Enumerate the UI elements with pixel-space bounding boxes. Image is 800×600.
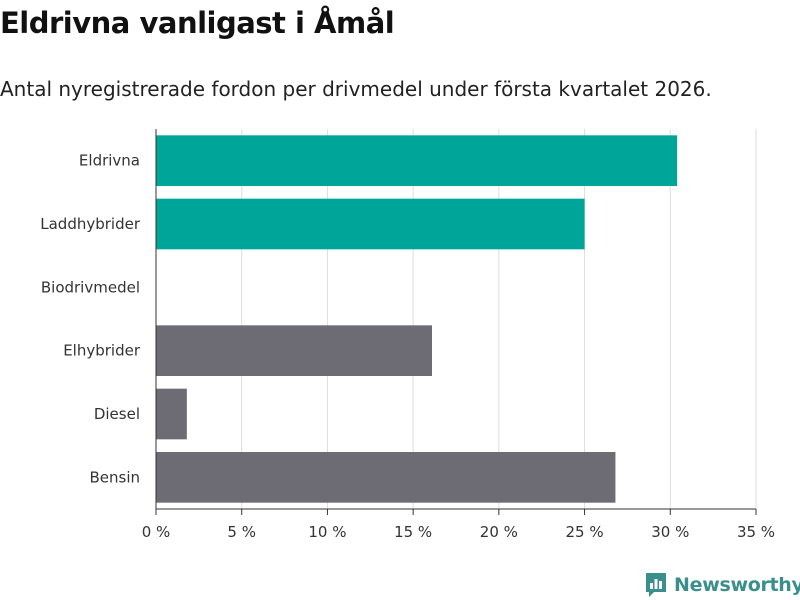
- newsworthy-logo-text: Newsworthy: [674, 574, 800, 596]
- x-tick-label: 0 %: [142, 523, 171, 541]
- bar: [156, 325, 432, 376]
- grid-lines: [241, 129, 757, 509]
- x-tick-label: 35 %: [737, 523, 775, 541]
- bars: [156, 135, 678, 503]
- newsworthy-logo-icon: [646, 573, 666, 597]
- bar: [156, 388, 187, 440]
- chart-subtitle: Antal nyregistrerade fordon per drivmede…: [0, 77, 712, 101]
- y-tick-label: Laddhybrider: [40, 215, 141, 233]
- x-tick-label: 20 %: [480, 523, 518, 541]
- y-tick-label: Biodrivmedel: [41, 278, 140, 296]
- axes: 0 % 5 % 10 % 15 % 20 % 25 % 30 % 35 % Eldrivna La…: [40, 129, 775, 541]
- bar: [156, 452, 616, 503]
- x-tick-label: 30 %: [651, 523, 689, 541]
- x-tick-label: 25 %: [566, 523, 604, 541]
- bar: [156, 198, 585, 250]
- x-tick-label: 15 %: [394, 523, 432, 541]
- bar: [156, 135, 678, 186]
- chart-title: Eldrivna vanligast i Åmål: [0, 6, 395, 40]
- newsworthy-logo: Newsworthy: [644, 570, 800, 600]
- x-tick-label: 5 %: [227, 523, 256, 541]
- x-tick-label: 10 %: [308, 523, 346, 541]
- y-tick-label: Eldrivna: [79, 152, 140, 170]
- y-tick-label: Elhybrider: [63, 342, 141, 360]
- y-tick-label: Diesel: [94, 405, 140, 423]
- y-tick-label: Bensin: [89, 468, 140, 486]
